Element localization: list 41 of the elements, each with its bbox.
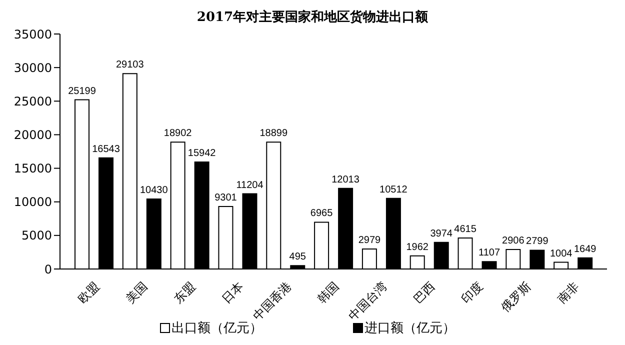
data-label: 1004 [550,248,573,260]
x-tick-label: 印度 [458,279,486,306]
x-tick-label: 美国 [123,279,150,306]
y-tick-label: 10000 [14,195,52,210]
y-tick-label: 0 [44,262,52,276]
x-tick-label: 巴西 [410,279,438,306]
data-label: 25199 [68,86,96,97]
x-tick-label: 东盟 [171,279,198,306]
x-tick-label: 欧盟 [75,279,102,306]
data-label: 11204 [236,180,264,191]
data-label: 2799 [526,236,549,248]
data-label: 10430 [140,184,168,196]
data-label: 9301 [214,192,238,204]
x-tick-label: 俄罗斯 [498,279,534,315]
y-tick-label: 35000 [14,27,52,42]
data-label: 2979 [358,235,382,246]
data-label: 1962 [406,242,429,253]
data-label: 18902 [164,128,192,140]
data-label: 1107 [478,248,500,259]
y-tick-label: 5000 [21,228,52,243]
y-tick-label: 20000 [14,128,52,142]
data-label: 18899 [260,128,288,140]
x-tick-label: 日本 [219,279,246,306]
y-tick-label: 15000 [14,162,52,176]
data-label: 6965 [310,208,334,220]
data-label: 495 [289,252,306,263]
y-tick-label: 25000 [14,94,52,108]
data-label: 16543 [92,144,120,155]
x-tick-label: 韩国 [314,279,342,306]
data-label: 2906 [502,235,525,246]
legend-label: 进口额（亿元） [364,320,456,337]
data-label: 29103 [116,60,144,71]
data-label: 10512 [380,184,408,196]
data-label: 3974 [430,228,453,240]
data-label: 4615 [454,224,477,236]
y-tick-label: 30000 [14,60,52,75]
x-tick-label: 南非 [554,279,582,306]
chart-title: 2017年对主要国家和地区货物进出口额 [196,8,430,26]
data-label: 12013 [332,174,360,186]
data-label: 1649 [574,244,597,255]
data-label: 15942 [188,148,216,159]
